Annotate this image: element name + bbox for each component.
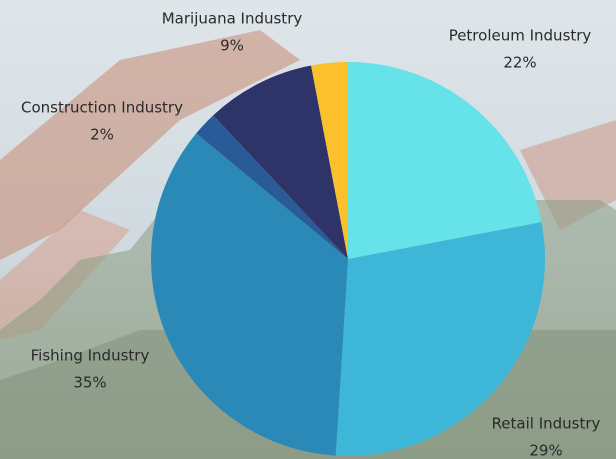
pie-slice	[335, 222, 545, 456]
pie-slice	[348, 62, 542, 259]
slice-label: Marijuana Industry	[162, 10, 303, 28]
slice-label: Petroleum Industry	[449, 27, 592, 45]
slice-value-label: 2%	[90, 126, 114, 144]
slice-value-label: 22%	[503, 54, 536, 72]
slice-value-label: 9%	[220, 37, 244, 55]
pie-slice	[196, 115, 348, 259]
pie-slice	[311, 62, 348, 259]
slice-label: Retail Industry	[492, 415, 601, 433]
slice-value-label: 35%	[73, 374, 106, 392]
slice-value-label: 29%	[529, 442, 562, 459]
slice-label: Fishing Industry	[31, 347, 150, 365]
pie-slice	[151, 133, 348, 456]
pie	[151, 62, 545, 456]
slice-label: Construction Industry	[21, 99, 183, 117]
labels: Petroleum Industry 22% Retail Industry 29% F…	[21, 10, 601, 459]
pie-slice	[213, 65, 348, 259]
